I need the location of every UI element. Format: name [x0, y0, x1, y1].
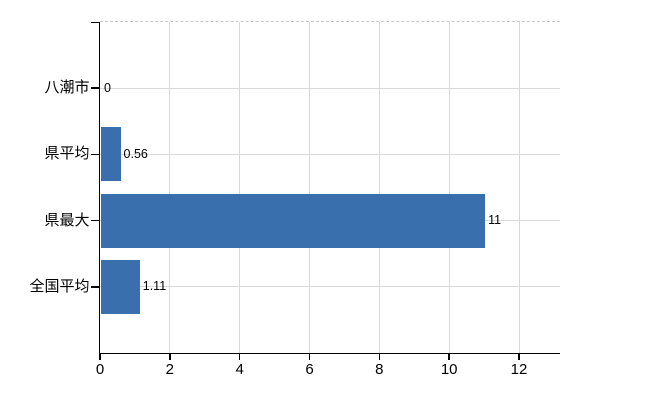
x-tick-label-3: 6 — [305, 361, 314, 378]
x-axis-tick — [238, 354, 241, 360]
gridline-vertical — [309, 22, 310, 353]
x-tick-label-2: 4 — [235, 361, 244, 378]
gridline-vertical — [169, 22, 171, 353]
y-axis-category-tick — [90, 286, 99, 288]
y-axis-category-tick — [90, 219, 99, 222]
bar-value-label-2: 11 — [488, 213, 502, 228]
x-tick-label-0: 0 — [95, 361, 105, 378]
bar-1 — [101, 127, 121, 182]
category-label-0: 八潮市 — [44, 79, 90, 97]
y-axis-top-tick — [90, 21, 99, 23]
y-axis-category-tick — [90, 87, 99, 89]
y-axis-category-tick — [90, 153, 99, 156]
x-axis-tick — [169, 354, 171, 360]
category-label-1: 県平均 — [44, 145, 90, 163]
x-tick-label-4: 8 — [375, 361, 384, 378]
x-tick-label-1: 2 — [165, 361, 174, 378]
bar-2 — [101, 193, 486, 248]
bar-value-label-3: 1.11 — [142, 279, 167, 294]
x-tick-label-5: 10 — [440, 361, 458, 378]
x-axis-tick — [99, 354, 101, 360]
category-label-3: 全国平均 — [29, 277, 90, 295]
y-axis-line — [98, 22, 100, 353]
x-axis-tick — [518, 354, 520, 360]
x-axis-tick — [448, 354, 450, 360]
plot-top-border — [100, 21, 560, 22]
x-axis-tick — [308, 354, 311, 360]
category-label-2: 県最大 — [44, 211, 90, 229]
x-tick-label-6: 12 — [510, 361, 528, 378]
gridline-vertical — [448, 22, 450, 353]
bar-value-label-1: 0.56 — [123, 146, 148, 161]
gridline-horizontal — [100, 286, 560, 288]
gridline-vertical — [518, 22, 520, 353]
bar-3 — [101, 259, 140, 314]
bar-value-label-0: 0 — [104, 80, 111, 95]
x-axis-line — [98, 352, 560, 354]
gridline-horizontal — [100, 87, 560, 89]
gridline-horizontal — [100, 153, 560, 155]
gridline-vertical — [378, 22, 380, 353]
x-axis-tick — [378, 354, 381, 360]
gridline-vertical — [239, 22, 241, 353]
